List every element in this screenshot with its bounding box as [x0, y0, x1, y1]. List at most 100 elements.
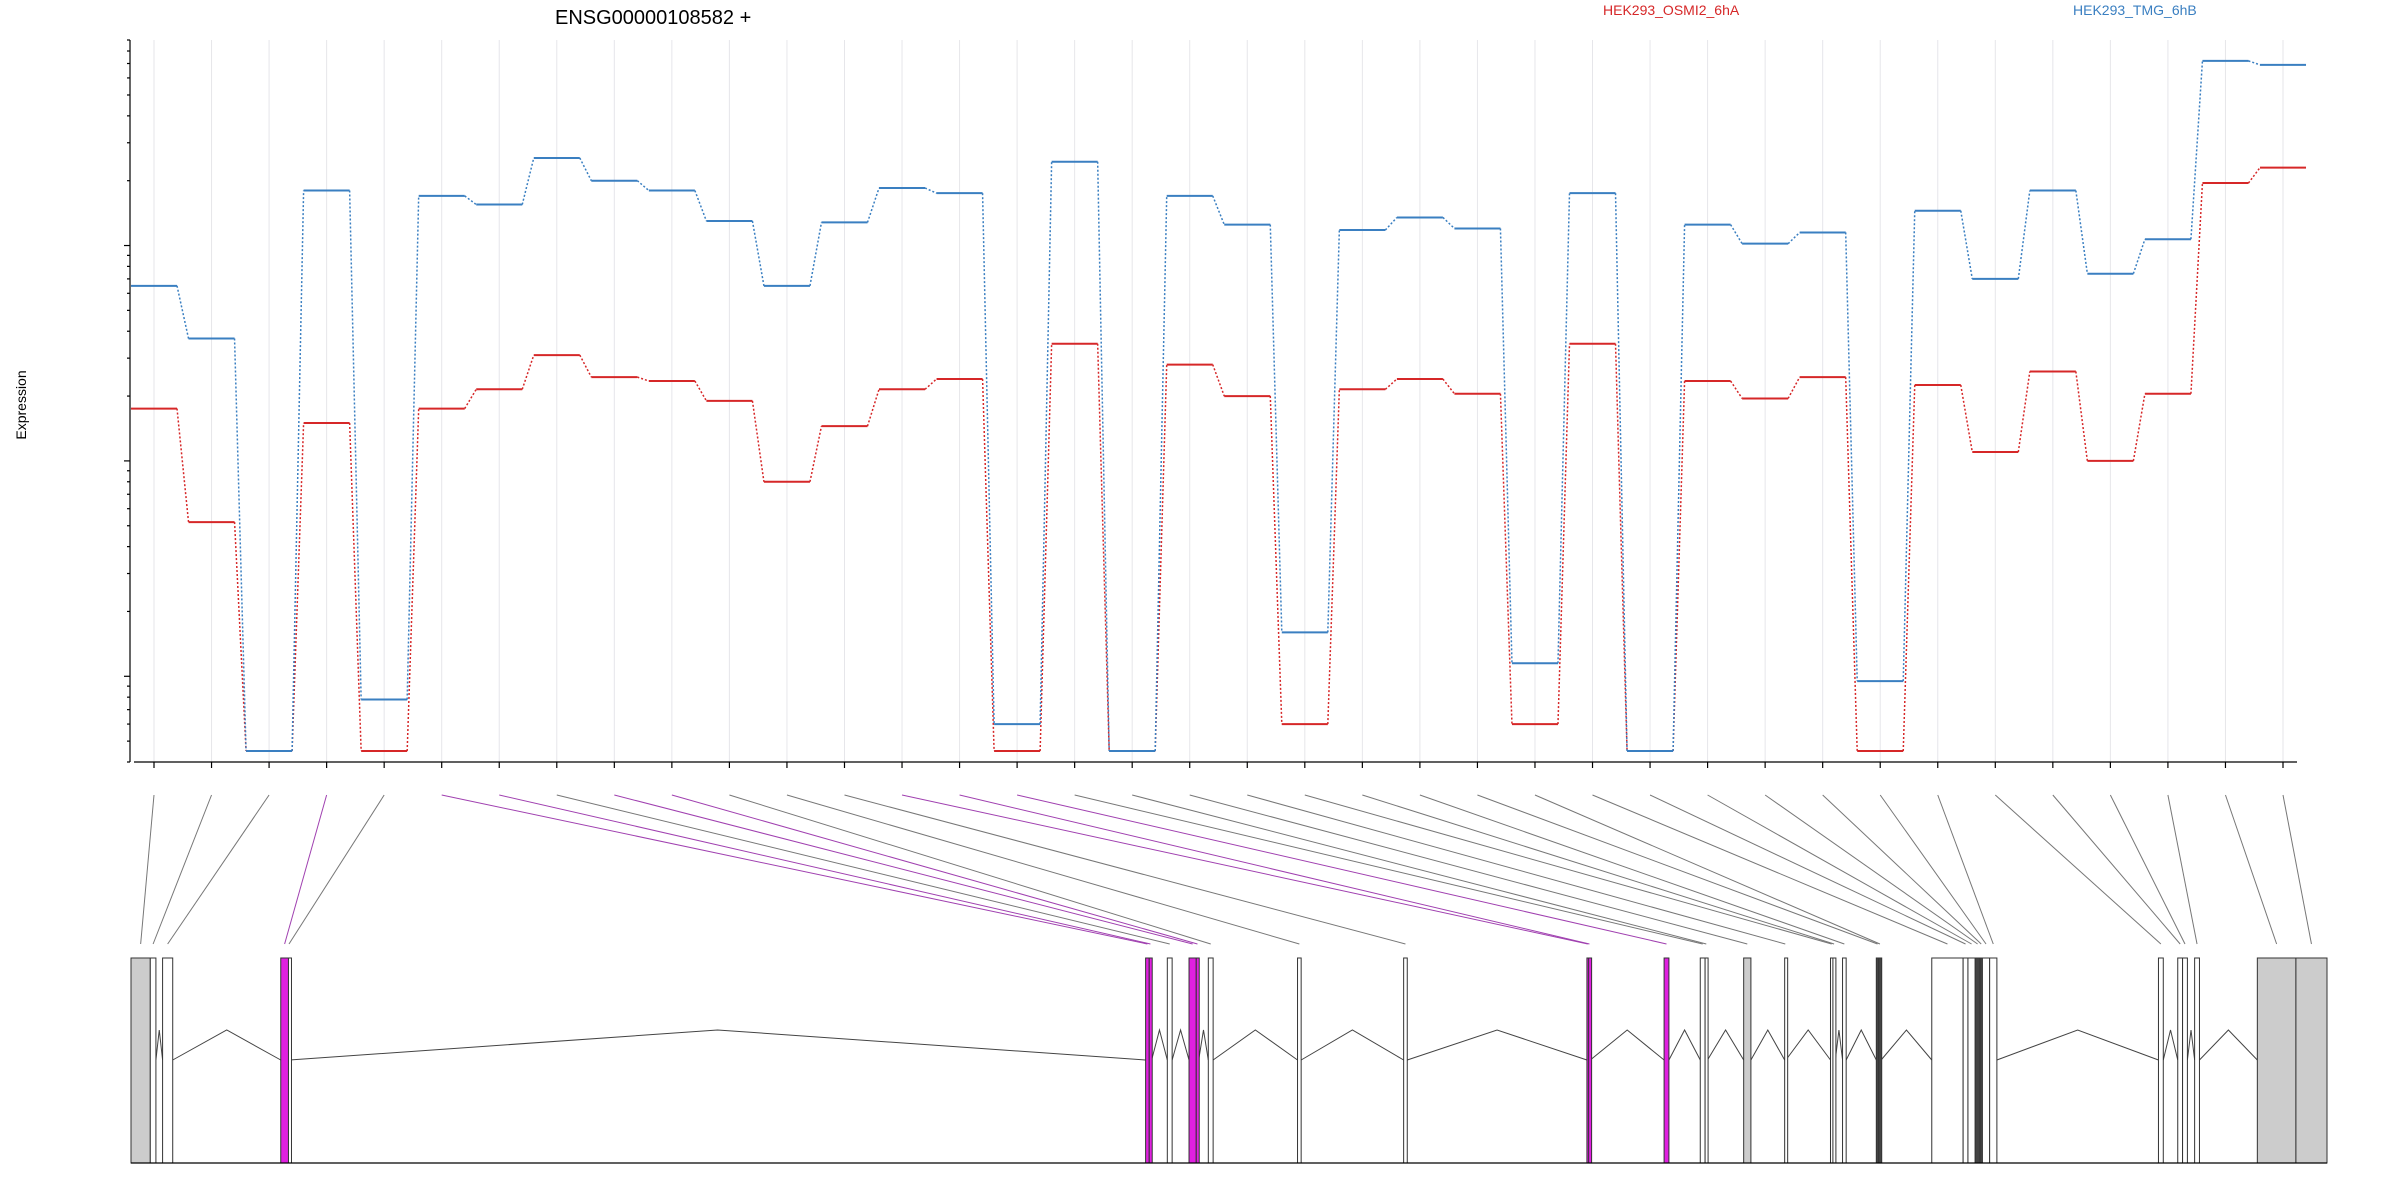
series-connector: [1442, 378, 1456, 395]
chart-title: ENSG00000108582 +: [555, 7, 751, 29]
series-connector: [1442, 216, 1455, 230]
series-connector: [521, 157, 535, 205]
connector-e011: [729, 794, 1211, 945]
intron-line: [1707, 1029, 1745, 1061]
exon-e027: [1962, 957, 1969, 1164]
series-connector: [2190, 60, 2204, 240]
series-connector: [1327, 230, 1341, 633]
connector-e008: [556, 794, 1170, 945]
series-connector: [809, 222, 823, 286]
series-connector: [2075, 190, 2089, 274]
gene-model: [130, 957, 2328, 1164]
series-connector: [1557, 193, 1571, 664]
intron-line: [155, 1029, 164, 1061]
series-connector: [636, 180, 650, 192]
series-connector: [291, 422, 305, 752]
connector-e023: [1419, 794, 1845, 945]
intron-line: [1407, 1029, 1588, 1061]
series-connector: [637, 376, 650, 382]
series-connector: [1269, 396, 1283, 725]
connector-e027: [1649, 794, 1966, 945]
series-connector: [866, 389, 880, 427]
exon-e034: [2177, 957, 2184, 1164]
exon-e031: [1981, 957, 1991, 1164]
intron-line: [2162, 1029, 2179, 1061]
series-connector: [2132, 393, 2146, 462]
series-connector: [464, 388, 477, 409]
connector-e003: [167, 794, 270, 945]
exon-e035: [2182, 957, 2188, 1164]
series-connector: [2017, 371, 2031, 453]
intron-line: [289, 1029, 1146, 1061]
intron-line: [1880, 1029, 1933, 1061]
series-connector: [1499, 228, 1513, 664]
series-connector: [348, 422, 362, 752]
series-connector: [1960, 384, 1974, 453]
exon-e002: [149, 957, 157, 1164]
series-connector: [1960, 210, 1974, 280]
series-tmg: [130, 59, 2307, 752]
exon-e015: [1588, 957, 1593, 1164]
series-connector: [866, 187, 880, 223]
connector-e009: [614, 794, 1193, 945]
series-connector: [2248, 60, 2261, 66]
connector-e035: [2109, 794, 2186, 945]
series-connector: [2247, 167, 2261, 184]
connector-e018: [1132, 794, 1707, 945]
exon-e036: [2194, 957, 2200, 1164]
series-connector: [1384, 378, 1398, 390]
legend-series-osmi2: HEK293_OSMI2_6hA: [1603, 2, 1740, 18]
intron-line: [1834, 1029, 1844, 1061]
exon-e008: [1166, 957, 1173, 1164]
connector-e015: [959, 794, 1590, 945]
exon-e033: [2157, 957, 2164, 1164]
connector-e038: [2282, 794, 2312, 945]
exon-e038: [2295, 957, 2328, 1164]
connector-e010: [671, 794, 1198, 945]
intron-line: [1171, 1028, 1190, 1061]
series-connector: [348, 190, 362, 700]
exon-e001: [130, 957, 151, 1164]
exon-e037: [2256, 957, 2297, 1164]
intron-line: [1198, 1029, 1209, 1061]
intron-line: [1785, 1029, 1831, 1061]
series-connector: [1096, 161, 1110, 751]
intron-line: [1212, 1029, 1298, 1061]
intron-line: [1151, 1028, 1168, 1061]
series-connector: [1902, 385, 1916, 752]
connector-e013: [844, 794, 1406, 945]
intron-line: [1668, 1028, 1701, 1061]
series-connector: [751, 220, 765, 286]
series-connector: [694, 190, 708, 222]
intron-line: [1300, 1029, 1404, 1061]
connector-e017: [1074, 794, 1703, 945]
exon-e009: [1188, 957, 1197, 1164]
exon-e004: [280, 957, 289, 1164]
exon-e025: [1878, 957, 1883, 1164]
series-connector: [1499, 393, 1513, 725]
series-connector: [1384, 216, 1398, 231]
series-connector: [1902, 210, 1916, 682]
exon-e013: [1403, 957, 1408, 1164]
series-connector: [1729, 380, 1743, 399]
series-connector: [406, 408, 420, 752]
series-connector: [579, 354, 592, 378]
series-connector: [1212, 195, 1225, 225]
connector-e033: [1994, 794, 2162, 945]
series-connector: [2132, 238, 2146, 274]
series-connector: [2075, 371, 2089, 462]
intron-line: [2186, 1029, 2196, 1061]
exon-e022: [1832, 957, 1837, 1164]
connector-e026: [1592, 794, 1948, 945]
connector-e029: [1764, 794, 1978, 945]
connector-e030: [1822, 794, 1982, 945]
series-connector: [1212, 364, 1225, 397]
exon-e018: [1704, 957, 1709, 1164]
exon-e003: [162, 957, 174, 1164]
series-connector: [1844, 232, 1858, 682]
connector-e002: [152, 794, 213, 945]
connector-e012: [786, 794, 1300, 945]
intron-line: [1750, 1028, 1786, 1061]
series-connector: [176, 408, 190, 523]
